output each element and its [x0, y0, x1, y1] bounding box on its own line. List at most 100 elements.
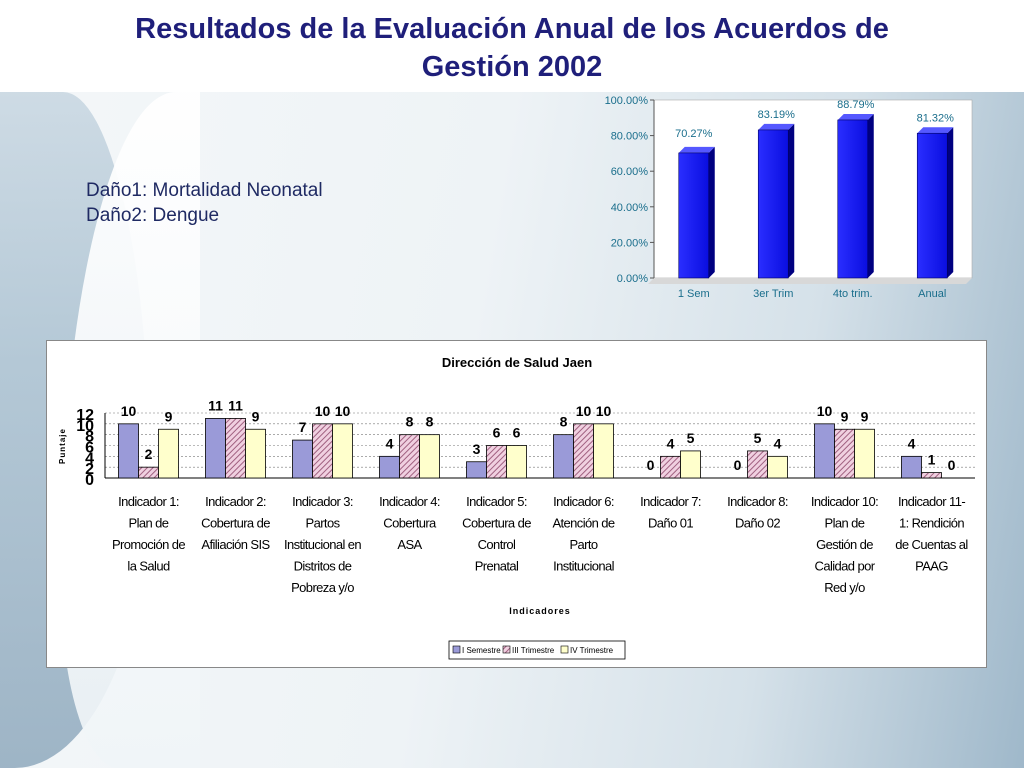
bar-top — [758, 123, 795, 130]
bar-value-label: 10 — [817, 403, 833, 419]
bar — [292, 439, 313, 479]
bar — [379, 455, 400, 479]
y-axis-label: Puntaje — [58, 428, 67, 464]
y-tick-label: 0.00% — [617, 273, 648, 285]
bar-value-label: 10 — [596, 403, 612, 419]
bar-value-label: 3 — [473, 441, 481, 457]
bar-top — [678, 146, 715, 153]
x-tick-label: Indicador 5: Cobertura de Control Prenatal — [462, 494, 531, 574]
bar-value-label: 6 — [513, 425, 521, 441]
x-tick-label: Indicador 2: Cobertura de Afiliación SIS — [201, 494, 270, 552]
bar — [486, 445, 507, 479]
legend-label: I Semestre — [462, 646, 501, 655]
bar-value-label: 0 — [948, 457, 956, 473]
bar — [680, 450, 701, 479]
legend-swatch — [452, 645, 461, 654]
bar-value-label: 8 — [560, 414, 568, 430]
bar-side — [708, 146, 715, 278]
legend-label: III Trimestre — [512, 646, 555, 655]
bar-value-label: 81.32% — [917, 112, 955, 124]
bar-value-label: 9 — [861, 408, 869, 424]
legend-swatch — [560, 645, 569, 654]
legend-swatch — [502, 645, 511, 654]
bar — [921, 472, 942, 479]
bar-value-label: 5 — [754, 430, 762, 446]
y-tick-label: 6 — [85, 440, 94, 457]
bar-value-label: 9 — [252, 408, 260, 424]
slide-title-line-1: Resultados de la Evaluación Anual de los… — [135, 13, 889, 45]
bar — [747, 450, 768, 479]
chart-title: Dirección de Salud Jaen — [442, 355, 592, 370]
y-tick-label: 60.00% — [611, 166, 649, 178]
bar-value-label: 4 — [908, 435, 916, 451]
bar-value-label: 4 — [774, 435, 782, 451]
x-axis-label: Indicadores — [509, 606, 571, 616]
bar-value-label: 4 — [386, 435, 394, 451]
bar — [593, 423, 614, 479]
bar — [332, 423, 353, 479]
bar-value-label: 10 — [335, 403, 351, 419]
bar-value-label: 6 — [493, 425, 501, 441]
bar — [419, 434, 440, 479]
x-tick-label: 3er Trim — [753, 288, 793, 300]
dano2-label: Daño2: Dengue — [86, 205, 220, 226]
jaen-indicator-chart: Dirección de Salud Jaen024681012Puntaje1… — [46, 340, 987, 668]
bar — [118, 423, 139, 479]
x-tick-label: 1 Sem — [678, 288, 710, 300]
x-tick-label: Indicador 6: Atención de Parto Instituciona… — [552, 494, 614, 574]
bar — [814, 423, 835, 479]
y-tick-label: 100.00% — [605, 95, 649, 107]
x-tick-label: Indicador 7: Daño 01 — [640, 494, 701, 531]
y-tick-label: 40.00% — [611, 202, 649, 214]
slide-title: Resultados de la Evaluación Anual de los… — [40, 10, 984, 86]
bar — [312, 423, 333, 479]
bar-value-label: 2 — [145, 446, 153, 462]
bar-value-label: 9 — [841, 408, 849, 424]
bar-value-label: 10 — [121, 403, 137, 419]
bar-value-label: 0 — [647, 457, 655, 473]
dano1-label: Daño1: Mortalidad Neonatal — [86, 180, 323, 201]
bar — [901, 455, 922, 479]
bar — [399, 434, 420, 479]
bar-value-label: 88.79% — [837, 99, 875, 111]
y-tick-label: 2 — [85, 461, 94, 478]
x-tick-label: Indicador 3: Partos Institucional en Distri… — [284, 494, 361, 595]
bar-top — [837, 113, 874, 120]
y-tick-label: 8 — [85, 429, 94, 446]
bar-value-label: 70.27% — [675, 128, 713, 140]
bar-value-label: 8 — [406, 414, 414, 430]
legend: I Semestre III Trimestre IV Trimestre — [448, 640, 626, 660]
y-tick-label: 4 — [85, 450, 94, 467]
bar — [553, 434, 574, 479]
bar-value-label: 1 — [928, 452, 936, 468]
bar — [767, 455, 788, 479]
bar — [466, 461, 487, 479]
legend-label: IV Trimestre — [570, 646, 614, 655]
bar-value-label: 10 — [576, 403, 592, 419]
bar — [757, 129, 789, 279]
slide-title-line-2: Gestión 2002 — [421, 51, 603, 83]
bar-value-label: 0 — [734, 457, 742, 473]
bar-side — [947, 127, 954, 278]
bar-value-label: 7 — [299, 419, 307, 435]
bar — [854, 428, 875, 479]
bar — [678, 152, 710, 279]
y-tick-label: 12 — [76, 407, 94, 424]
bar — [573, 423, 594, 479]
bar-side — [867, 113, 874, 278]
bar-value-label: 83.19% — [758, 109, 796, 121]
x-tick-label: Indicador 10: Plan de Gestión de Calidad po… — [811, 494, 878, 595]
bar — [245, 428, 266, 479]
x-tick-label: Anual — [918, 288, 946, 300]
legend-box — [448, 640, 626, 660]
bar — [916, 132, 948, 279]
y-tick-label: 10 — [76, 418, 94, 435]
bar — [506, 445, 527, 479]
y-tick-label: 0 — [85, 472, 94, 489]
y-tick-label: 20.00% — [611, 237, 649, 249]
bar-value-label: 10 — [315, 403, 331, 419]
x-tick-label: 4to trim. — [833, 288, 873, 300]
bar — [138, 466, 159, 479]
bar-top — [917, 127, 954, 134]
chart-floor — [648, 278, 972, 284]
